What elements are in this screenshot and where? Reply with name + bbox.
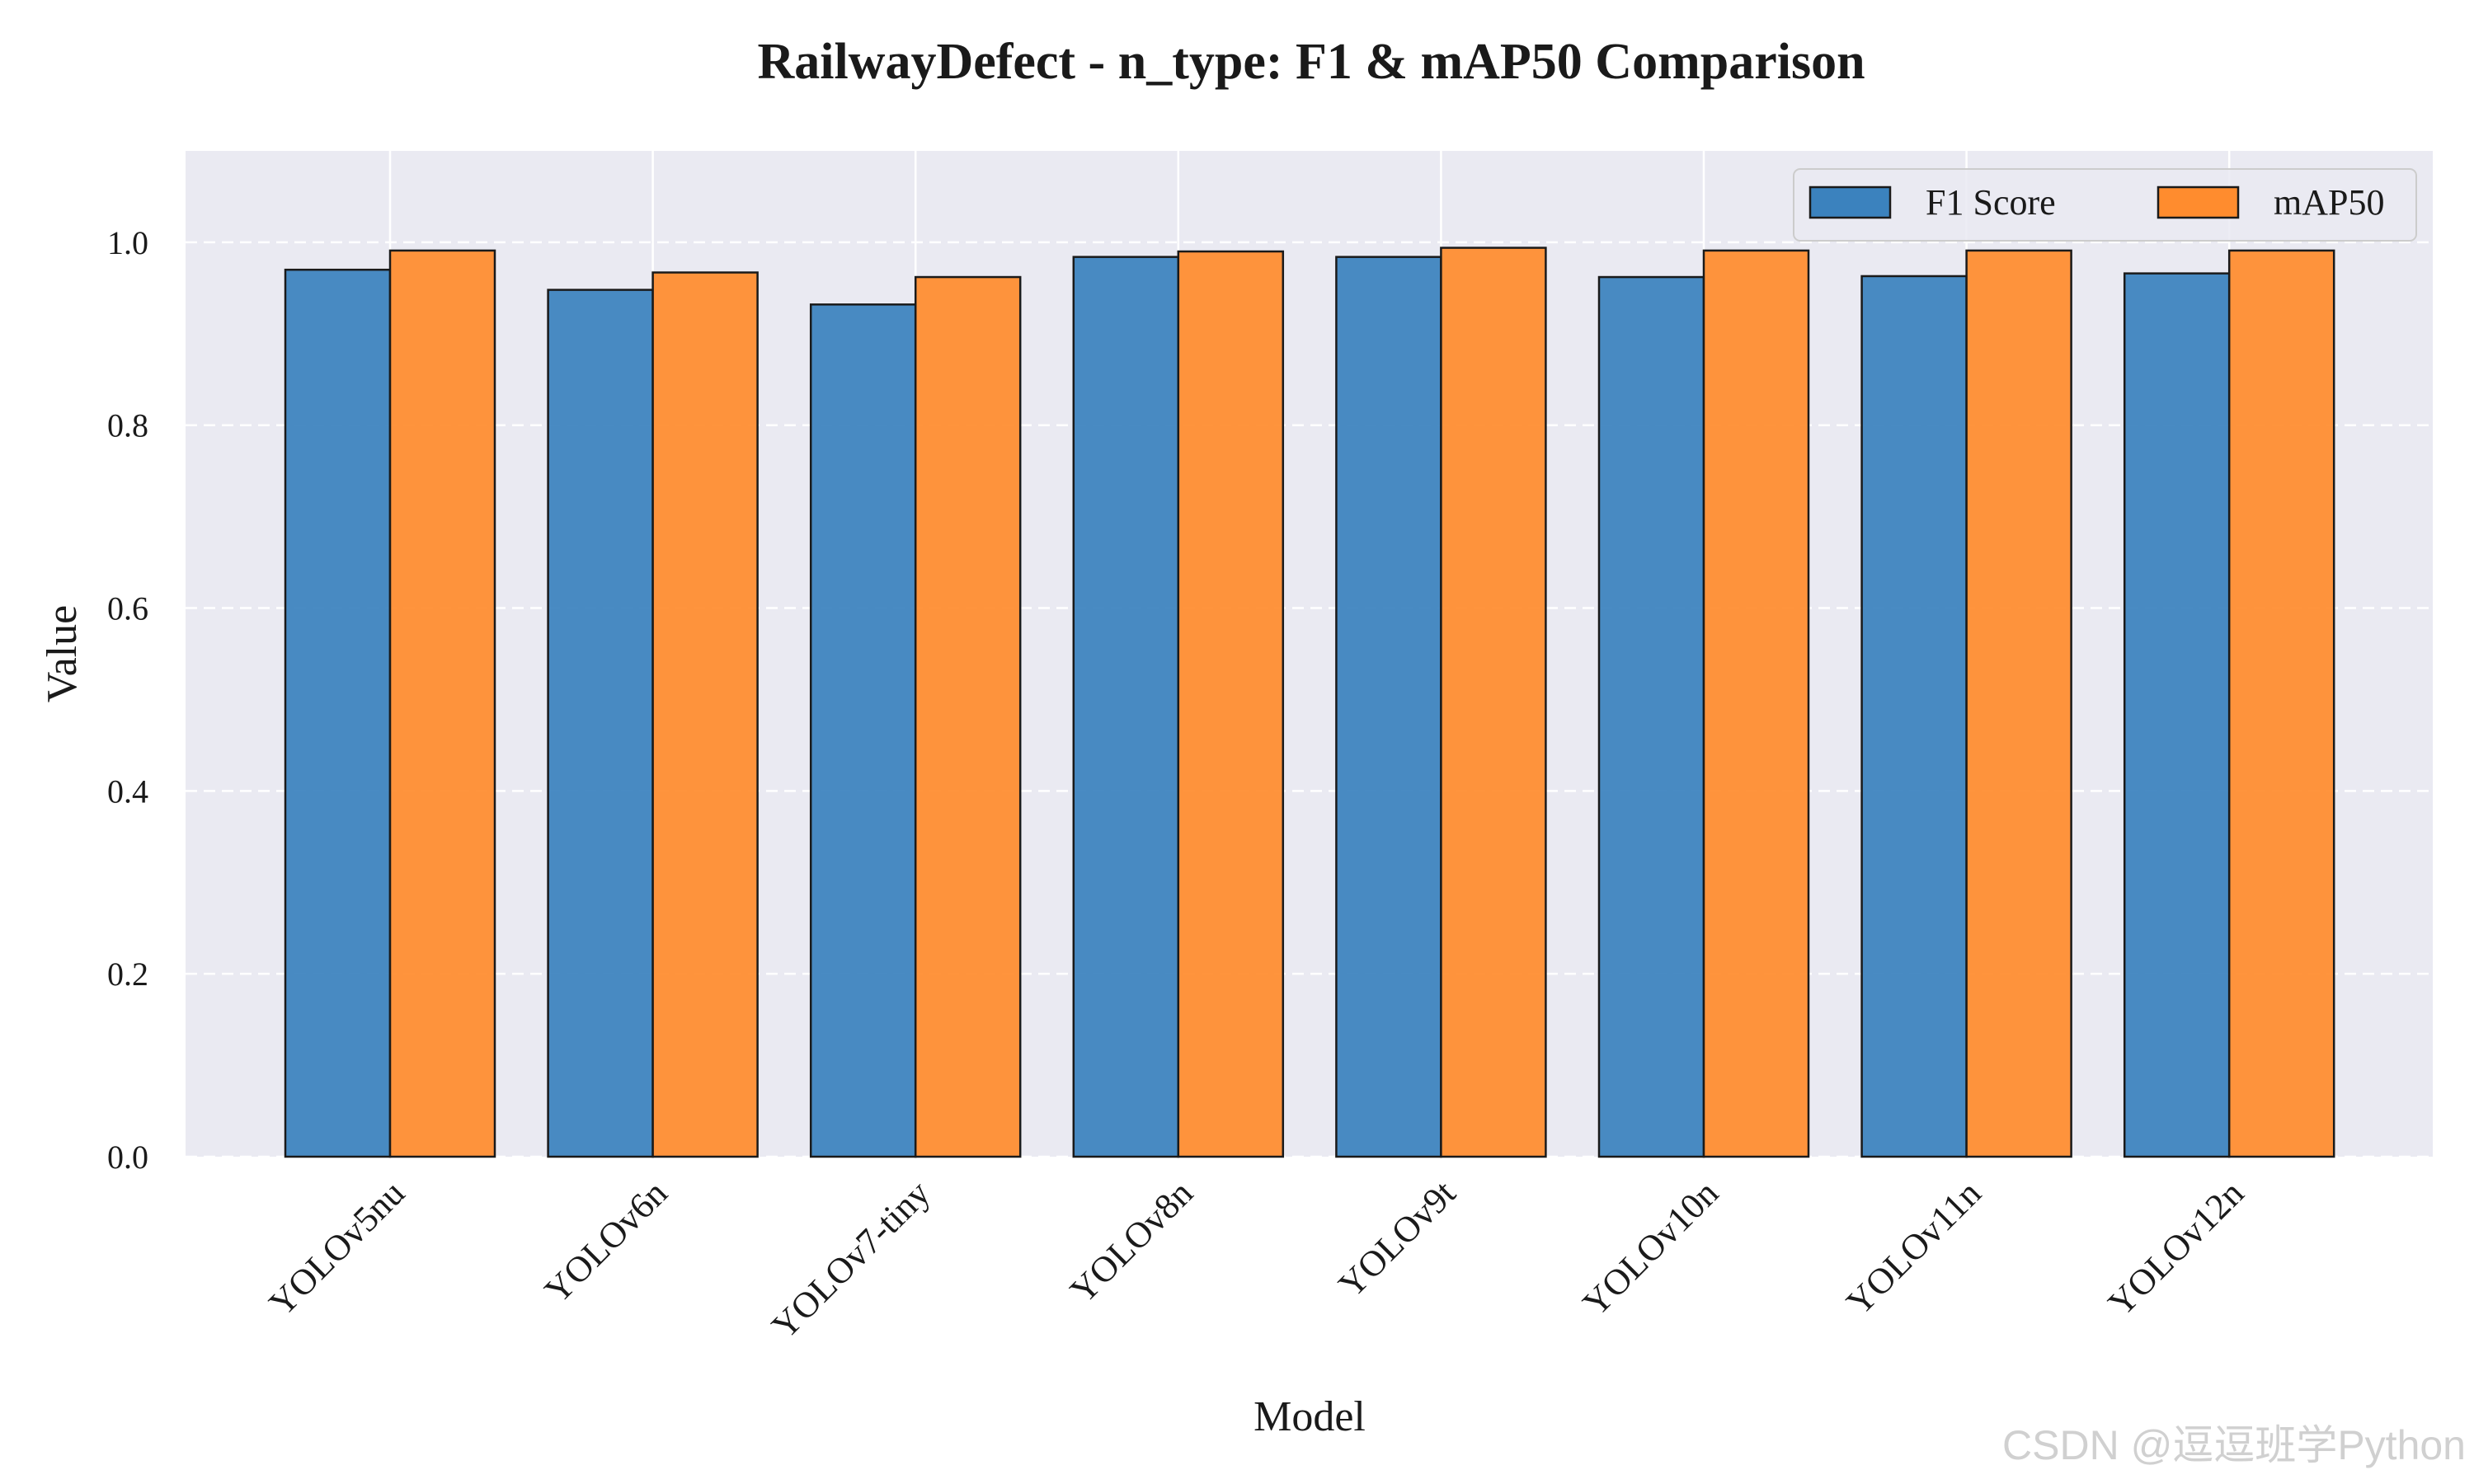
y-tick-label-5: 1.0 [107, 224, 148, 261]
bar-f1-score-yolov7-tiny [809, 303, 917, 1158]
bar-map50-yolov11n [1965, 249, 2072, 1158]
x-tick-label-yolov8n: YOLOv8n [1062, 1172, 1201, 1311]
x-tick-label-yolov6n: YOLOv6n [537, 1172, 675, 1311]
legend: F1 Score mAP50 [1793, 168, 2417, 242]
bar-map50-yolov9t [1440, 247, 1547, 1158]
legend-swatch-map50 [2157, 186, 2240, 219]
y-tick-label-2: 0.4 [107, 773, 148, 810]
bar-f1-score-yolov6n [547, 289, 654, 1158]
legend-swatch-f1-score [1808, 186, 1892, 219]
x-tick-label-yolov10n: YOLOv10n [1575, 1172, 1726, 1323]
y-tick-labels: 0.0 0.2 0.4 0.6 0.8 1.0 [107, 224, 148, 1176]
bar-map50-yolov7-tiny [914, 275, 1022, 1158]
x-axis-label: Model [1253, 1393, 1366, 1440]
y-tick-label-0: 0.0 [107, 1139, 148, 1176]
x-tick-label-yolov9t: YOLOv9t [1331, 1172, 1464, 1305]
y-tick-label-4: 0.8 [107, 407, 148, 444]
y-tick-label-1: 0.2 [107, 956, 148, 993]
x-tick-labels: YOLOv5nu YOLOv6n YOLOv7-tiny YOLOv8n YOLOv9t… [261, 1172, 2251, 1346]
legend-box [1793, 168, 2417, 242]
x-tick-label-yolov11n: YOLOv11n [1839, 1172, 1989, 1322]
bar-f1-score-yolov9t [1335, 256, 1442, 1158]
bar-map50-yolov10n [1702, 249, 1810, 1158]
plot-area [186, 151, 2433, 1157]
bar-f1-score-yolov10n [1597, 275, 1705, 1158]
bar-map50-yolov6n [651, 271, 759, 1158]
bar-map50-yolov5nu [388, 249, 496, 1158]
chart-title: RailwayDefect - n_type: F1 & mAP50 Compa… [757, 34, 1865, 90]
bar-f1-score-yolov12n [2123, 272, 2231, 1158]
x-tick-label-yolov7-tiny: YOLOv7-tiny [764, 1172, 938, 1346]
bar-f1-score-yolov11n [1860, 275, 1968, 1158]
y-axis-label: Value [39, 605, 86, 702]
y-tick-label-3: 0.6 [107, 590, 148, 627]
x-tick-label-yolov5nu: YOLOv5nu [261, 1172, 412, 1323]
bar-map50-yolov12n [2227, 249, 2335, 1158]
legend-label-f1-score: F1 Score [1926, 182, 2056, 223]
bar-f1-score-yolov8n [1072, 256, 1180, 1158]
bar-map50-yolov8n [1177, 250, 1285, 1158]
bar-f1-score-yolov5nu [284, 268, 392, 1158]
x-tick-label-yolov12n: YOLOv12n [2100, 1172, 2251, 1323]
watermark: CSDN @逗逗班学Python [2002, 1422, 2466, 1468]
legend-label-map50: mAP50 [2274, 182, 2384, 223]
bars [284, 247, 2335, 1158]
